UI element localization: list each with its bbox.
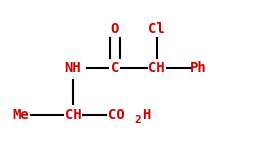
Text: Me: Me: [13, 108, 29, 122]
Text: Cl: Cl: [148, 22, 165, 36]
Text: CH: CH: [148, 62, 165, 75]
Text: 2: 2: [134, 115, 141, 125]
Text: C: C: [111, 62, 119, 75]
Text: NH: NH: [65, 62, 81, 75]
Text: Ph: Ph: [190, 62, 207, 75]
Text: H: H: [142, 108, 151, 122]
Text: O: O: [111, 22, 119, 36]
Text: CO: CO: [108, 108, 125, 122]
Text: CH: CH: [65, 108, 81, 122]
